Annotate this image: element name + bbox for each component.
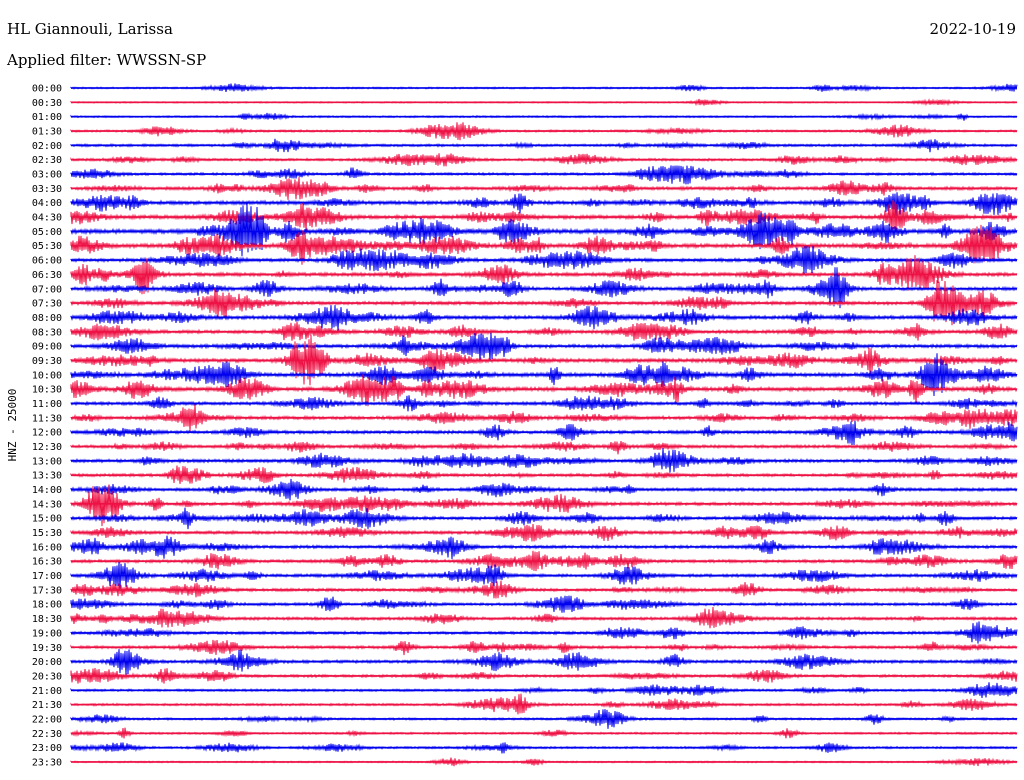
row-time-label: 09:30 bbox=[32, 356, 62, 367]
row-time-label: 08:00 bbox=[32, 313, 62, 324]
row-time-label: 19:30 bbox=[32, 643, 62, 654]
row-time-label: 16:30 bbox=[32, 557, 62, 568]
row-time-label: 20:00 bbox=[32, 657, 62, 668]
row-time-label: 23:00 bbox=[32, 743, 62, 754]
row-time-label: 02:30 bbox=[32, 155, 62, 166]
row-time-label: 18:00 bbox=[32, 600, 62, 611]
row-time-label: 10:00 bbox=[32, 370, 62, 381]
station-title: HL Giannouli, Larissa bbox=[7, 20, 173, 38]
row-time-label: 07:00 bbox=[32, 284, 62, 295]
trace-line bbox=[70, 550, 1018, 572]
row-time-label: 04:00 bbox=[32, 198, 62, 209]
row-time-label: 11:30 bbox=[32, 413, 62, 424]
row-time-label: 18:30 bbox=[32, 614, 62, 625]
row-time-label: 13:00 bbox=[32, 456, 62, 467]
trace-line bbox=[70, 165, 1018, 185]
row-time-label: 16:00 bbox=[32, 542, 62, 553]
row-time-label: 02:00 bbox=[32, 141, 62, 152]
row-time-label: 22:00 bbox=[32, 714, 62, 725]
row-time-label: 10:30 bbox=[32, 385, 62, 396]
row-time-label: 06:00 bbox=[32, 256, 62, 267]
row-time-label: 03:30 bbox=[32, 184, 62, 195]
row-time-label: 08:30 bbox=[32, 327, 62, 338]
row-time-label: 05:00 bbox=[32, 227, 62, 238]
trace-line bbox=[70, 245, 1018, 274]
row-time-label: 03:00 bbox=[32, 170, 62, 181]
row-time-label: 07:30 bbox=[32, 299, 62, 310]
row-time-label: 06:30 bbox=[32, 270, 62, 281]
row-time-label: 04:30 bbox=[32, 213, 62, 224]
trace-group bbox=[70, 83, 1018, 767]
trace-line bbox=[70, 606, 1018, 629]
tick-label-group: 00:00 00:30 01:00 01:30 02:00 02:30 03:00 03:30… bbox=[32, 84, 62, 769]
row-time-label: 19:00 bbox=[32, 628, 62, 639]
row-time-label: 05:30 bbox=[32, 241, 62, 252]
row-time-label: 21:00 bbox=[32, 686, 62, 697]
row-time-label: 14:30 bbox=[32, 499, 62, 510]
row-time-label: 23:30 bbox=[32, 757, 62, 768]
trace-line bbox=[70, 192, 1018, 216]
row-time-label: 13:30 bbox=[32, 471, 62, 482]
row-time-label: 17:30 bbox=[32, 585, 62, 596]
row-time-label: 20:30 bbox=[32, 671, 62, 682]
row-time-label: 15:30 bbox=[32, 528, 62, 539]
row-time-label: 22:30 bbox=[32, 729, 62, 740]
y-axis-label: HNZ - 25000 bbox=[6, 389, 19, 462]
trace-line bbox=[70, 440, 1018, 455]
row-time-label: 15:00 bbox=[32, 514, 62, 525]
row-time-label: 14:00 bbox=[32, 485, 62, 496]
row-time-label: 00:30 bbox=[32, 98, 62, 109]
row-time-label: 17:00 bbox=[32, 571, 62, 582]
row-time-label: 01:30 bbox=[32, 127, 62, 138]
row-time-label: 11:00 bbox=[32, 399, 62, 410]
date-label: 2022-10-19 bbox=[929, 20, 1016, 38]
row-time-label: 00:00 bbox=[32, 84, 62, 95]
row-time-label: 01:00 bbox=[32, 112, 62, 123]
row-time-label: 21:30 bbox=[32, 700, 62, 711]
row-time-label: 09:00 bbox=[32, 342, 62, 353]
row-time-label: 12:00 bbox=[32, 428, 62, 439]
row-time-label: 12:30 bbox=[32, 442, 62, 453]
filter-label: Applied filter: WWSSN-SP bbox=[7, 51, 207, 69]
